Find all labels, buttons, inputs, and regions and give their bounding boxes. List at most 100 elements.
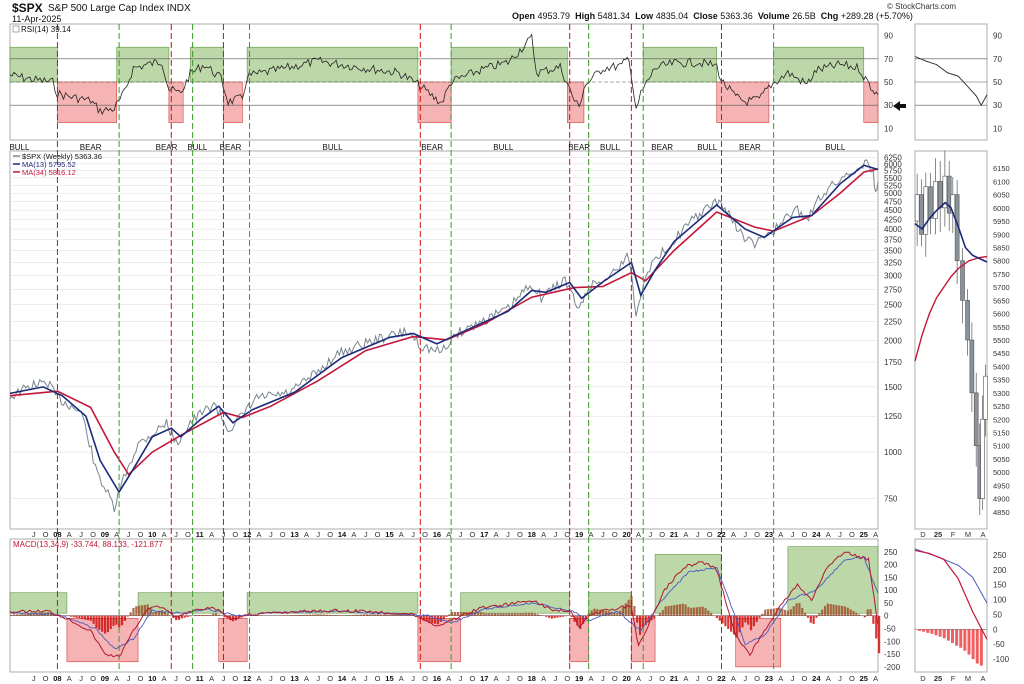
macd-histogram-bar	[496, 613, 499, 616]
price-tick-label: 4750	[884, 197, 902, 206]
rsi-tick-label: 90	[884, 32, 893, 41]
macd-histogram-bar	[439, 615, 442, 622]
macd-histogram-bar	[78, 615, 81, 619]
macd-x-year-label: 10	[148, 674, 156, 683]
regime-label: BULL	[825, 143, 846, 152]
macd-histogram-bar	[95, 615, 98, 629]
macd-histogram-bar	[801, 607, 804, 616]
price-x-year-label: 14	[338, 530, 347, 539]
zoom-macd-histogram-bar	[951, 629, 954, 643]
macd-x-year-label: 09	[101, 674, 109, 683]
price-tick-label: 6000	[884, 160, 902, 169]
macd-histogram-bar	[10, 614, 13, 616]
price-x-year-label: 16	[433, 530, 441, 539]
macd-histogram-bar	[149, 607, 152, 616]
macd-x-month-label: O	[564, 674, 570, 683]
macd-tick-label: 100	[884, 586, 898, 595]
macd-histogram-bar	[846, 607, 849, 616]
macd-histogram-bar	[425, 615, 428, 622]
macd-histogram-bar	[505, 613, 508, 616]
regime-label: BULL	[493, 143, 514, 152]
rsi-bull-zone	[773, 46, 865, 83]
price-zoom-tick-label: 5300	[993, 389, 1010, 398]
price-x-month-label: O	[849, 530, 855, 539]
macd-histogram-bar	[44, 612, 47, 616]
macd-histogram-bar	[374, 614, 377, 616]
macd-histogram-bar	[200, 614, 203, 616]
macd-histogram-bar	[365, 614, 368, 616]
price-x-month-label: O	[232, 530, 238, 539]
macd-x-month-label: O	[659, 674, 665, 683]
macd-histogram-bar	[397, 614, 400, 616]
macd-histogram-bar	[698, 606, 701, 616]
zoom-panels	[914, 150, 988, 666]
high-value: 5481.34	[597, 11, 631, 21]
zoom-candle-body	[983, 375, 988, 420]
macd-histogram-bar	[823, 605, 827, 616]
price-x-month-label: A	[826, 530, 831, 539]
regime-label: BEAR	[421, 143, 443, 152]
price-x-month-label: O	[422, 530, 428, 539]
price-x-month-label: O	[659, 530, 665, 539]
zoom-macd-histogram-bar	[955, 629, 959, 646]
legends: RSI(14) 39.14 $SPX (Weekly) 5363.36MA(13)…	[12, 25, 163, 549]
macd-histogram-bar	[795, 603, 798, 616]
macd-histogram-bar	[83, 615, 87, 620]
price-x-month-label: A	[494, 530, 499, 539]
macd-histogram-bar	[408, 615, 411, 616]
regime-label: BULL	[697, 143, 718, 152]
macd-x-month-label: J	[459, 674, 463, 683]
macd-histogram-bar	[49, 612, 53, 616]
rsi-bull-zone	[189, 46, 224, 83]
price-tick-label: 5750	[884, 167, 902, 176]
macd-histogram-bar	[69, 615, 72, 617]
price-tick-label: 3750	[884, 235, 902, 244]
price-x-month-label: O	[185, 530, 191, 539]
macd-x-month-label: J	[838, 674, 842, 683]
macd-histogram-bar	[681, 603, 684, 616]
macd-histogram-bar	[678, 604, 681, 616]
price-x-month-label: J	[127, 530, 131, 539]
macd-histogram-bar	[849, 609, 852, 616]
macd-histogram-bar	[129, 612, 132, 616]
price-zoom-tick-label: 6100	[993, 177, 1010, 186]
macd-x-month-label: J	[743, 674, 747, 683]
macd-x-month-label: J	[411, 674, 415, 683]
price-zoom-tick-label: 6150	[993, 164, 1010, 173]
macd-tick-label: -50	[884, 625, 896, 634]
zoom-candle-body	[942, 175, 948, 209]
macd-histogram-bar	[601, 610, 605, 616]
price-zoom-tick-label: 5250	[993, 402, 1010, 411]
zoom-candle-body	[923, 186, 929, 235]
arrow-left-icon	[893, 101, 906, 111]
macd-tick-label: 0	[884, 612, 889, 621]
macd-histogram-bar	[804, 612, 807, 616]
macd-histogram-bar	[792, 606, 795, 616]
macd-histogram-bar	[362, 614, 366, 616]
macd-histogram-bar	[411, 615, 414, 616]
price-x-year-label: 25	[860, 530, 868, 539]
macd-histogram-bar	[163, 611, 166, 616]
zoom-macd-histogram-bar	[946, 629, 950, 641]
macd-zoom-frame	[914, 538, 988, 673]
price-x-month-label: A	[683, 530, 688, 539]
price-x-month-label: J	[506, 530, 510, 539]
macd-x-month-label: A	[114, 674, 119, 683]
macd-histogram-bar	[226, 615, 229, 619]
macd-x-month-label: O	[849, 674, 855, 683]
price-zoom-tick-label: 5200	[993, 415, 1010, 424]
macd-histogram-bar	[644, 615, 647, 625]
rsi-bear-zone	[417, 81, 452, 123]
rsi-zoom-tick-label: 30	[993, 101, 1002, 110]
price-x-month-label: A	[731, 530, 736, 539]
price-x-month-label: J	[32, 530, 36, 539]
macd-histogram-bar	[18, 614, 21, 616]
regime-label: BEAR	[568, 143, 590, 152]
zoom-candle-body	[969, 339, 975, 394]
price-x-month-label: A	[541, 530, 546, 539]
macd-histogram-bar	[718, 615, 721, 621]
price-x-month-label: O	[802, 530, 808, 539]
macd-histogram-bar	[206, 614, 209, 616]
macd-x-month-label: O	[802, 674, 808, 683]
macd-histogram-bar	[325, 614, 329, 616]
